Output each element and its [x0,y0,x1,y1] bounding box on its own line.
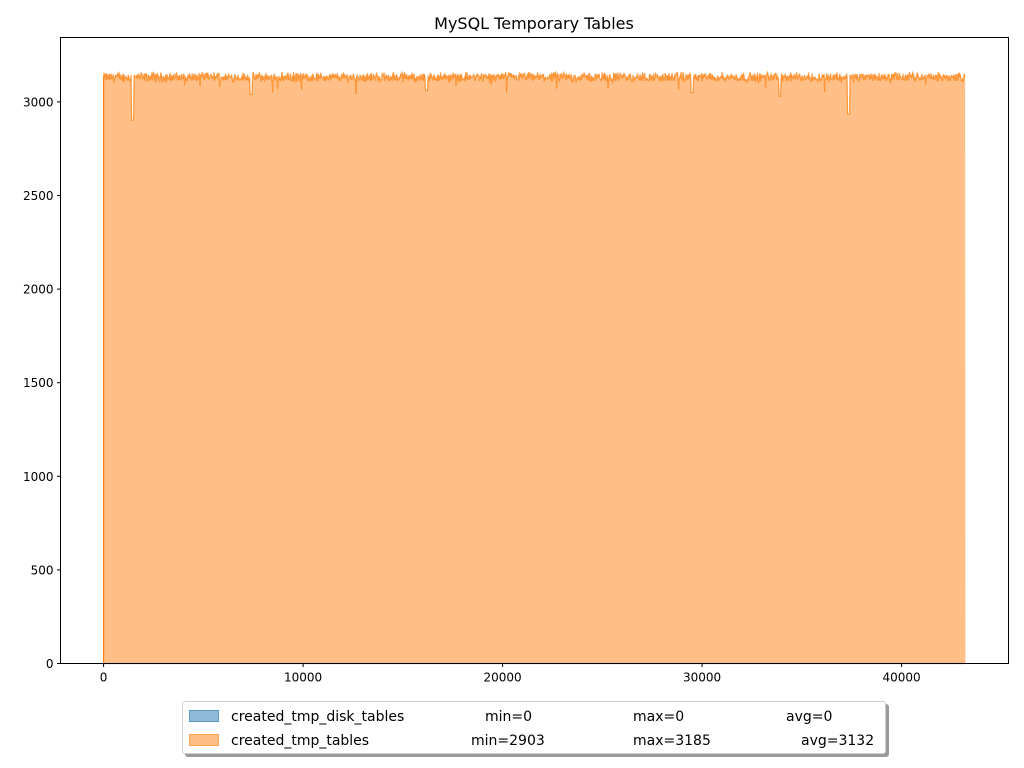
legend-label-disk: created_tmp_disk_tables [231,709,405,725]
legend-label-tmp: created_tmp_tables [231,733,370,749]
plot-frame [60,37,1009,664]
y-tick-label: 3000 [23,95,54,109]
legend-min-tmp: min=2903 [471,733,545,749]
legend-min-disk: min=0 [485,709,533,725]
y-tick-label: 1500 [23,376,54,390]
legend-avg-disk: avg=0 [786,709,833,725]
x-tick-label: 30000 [683,671,721,685]
y-tick-label: 500 [31,563,54,577]
y-tick-label: 2000 [23,283,54,297]
legend-max-tmp: max=3185 [633,733,711,749]
legend-swatch-tmp [189,734,219,746]
legend-entry-created-tmp-tables: created_tmp_tables min=2903 max=3185 avg… [183,731,885,751]
x-tick-label: 20000 [483,671,521,685]
legend-entry-created-tmp-disk-tables: created_tmp_disk_tables min=0 max=0 avg=… [183,707,885,727]
plot-area [102,70,966,665]
chart-title: MySQL Temporary Tables [434,14,634,33]
y-tick-label: 2500 [23,189,54,203]
legend-swatch-disk [189,710,219,722]
series-created-tmp-tables-line [102,70,966,121]
x-axis: 0 10000 20000 30000 40000 [100,663,921,685]
legend-avg-tmp: avg=3132 [801,733,875,749]
series-created-tmp-tables-area [103,71,966,664]
y-tick-label: 0 [46,657,54,671]
x-tick-label: 0 [100,671,108,685]
y-axis: 0 500 1000 1500 2000 2500 3000 [23,95,61,671]
x-tick-label: 40000 [882,671,920,685]
legend: created_tmp_disk_tables min=0 max=0 avg=… [182,701,886,754]
y-tick-label: 1000 [23,470,54,484]
legend-max-disk: max=0 [633,709,685,725]
x-tick-label: 10000 [284,671,322,685]
